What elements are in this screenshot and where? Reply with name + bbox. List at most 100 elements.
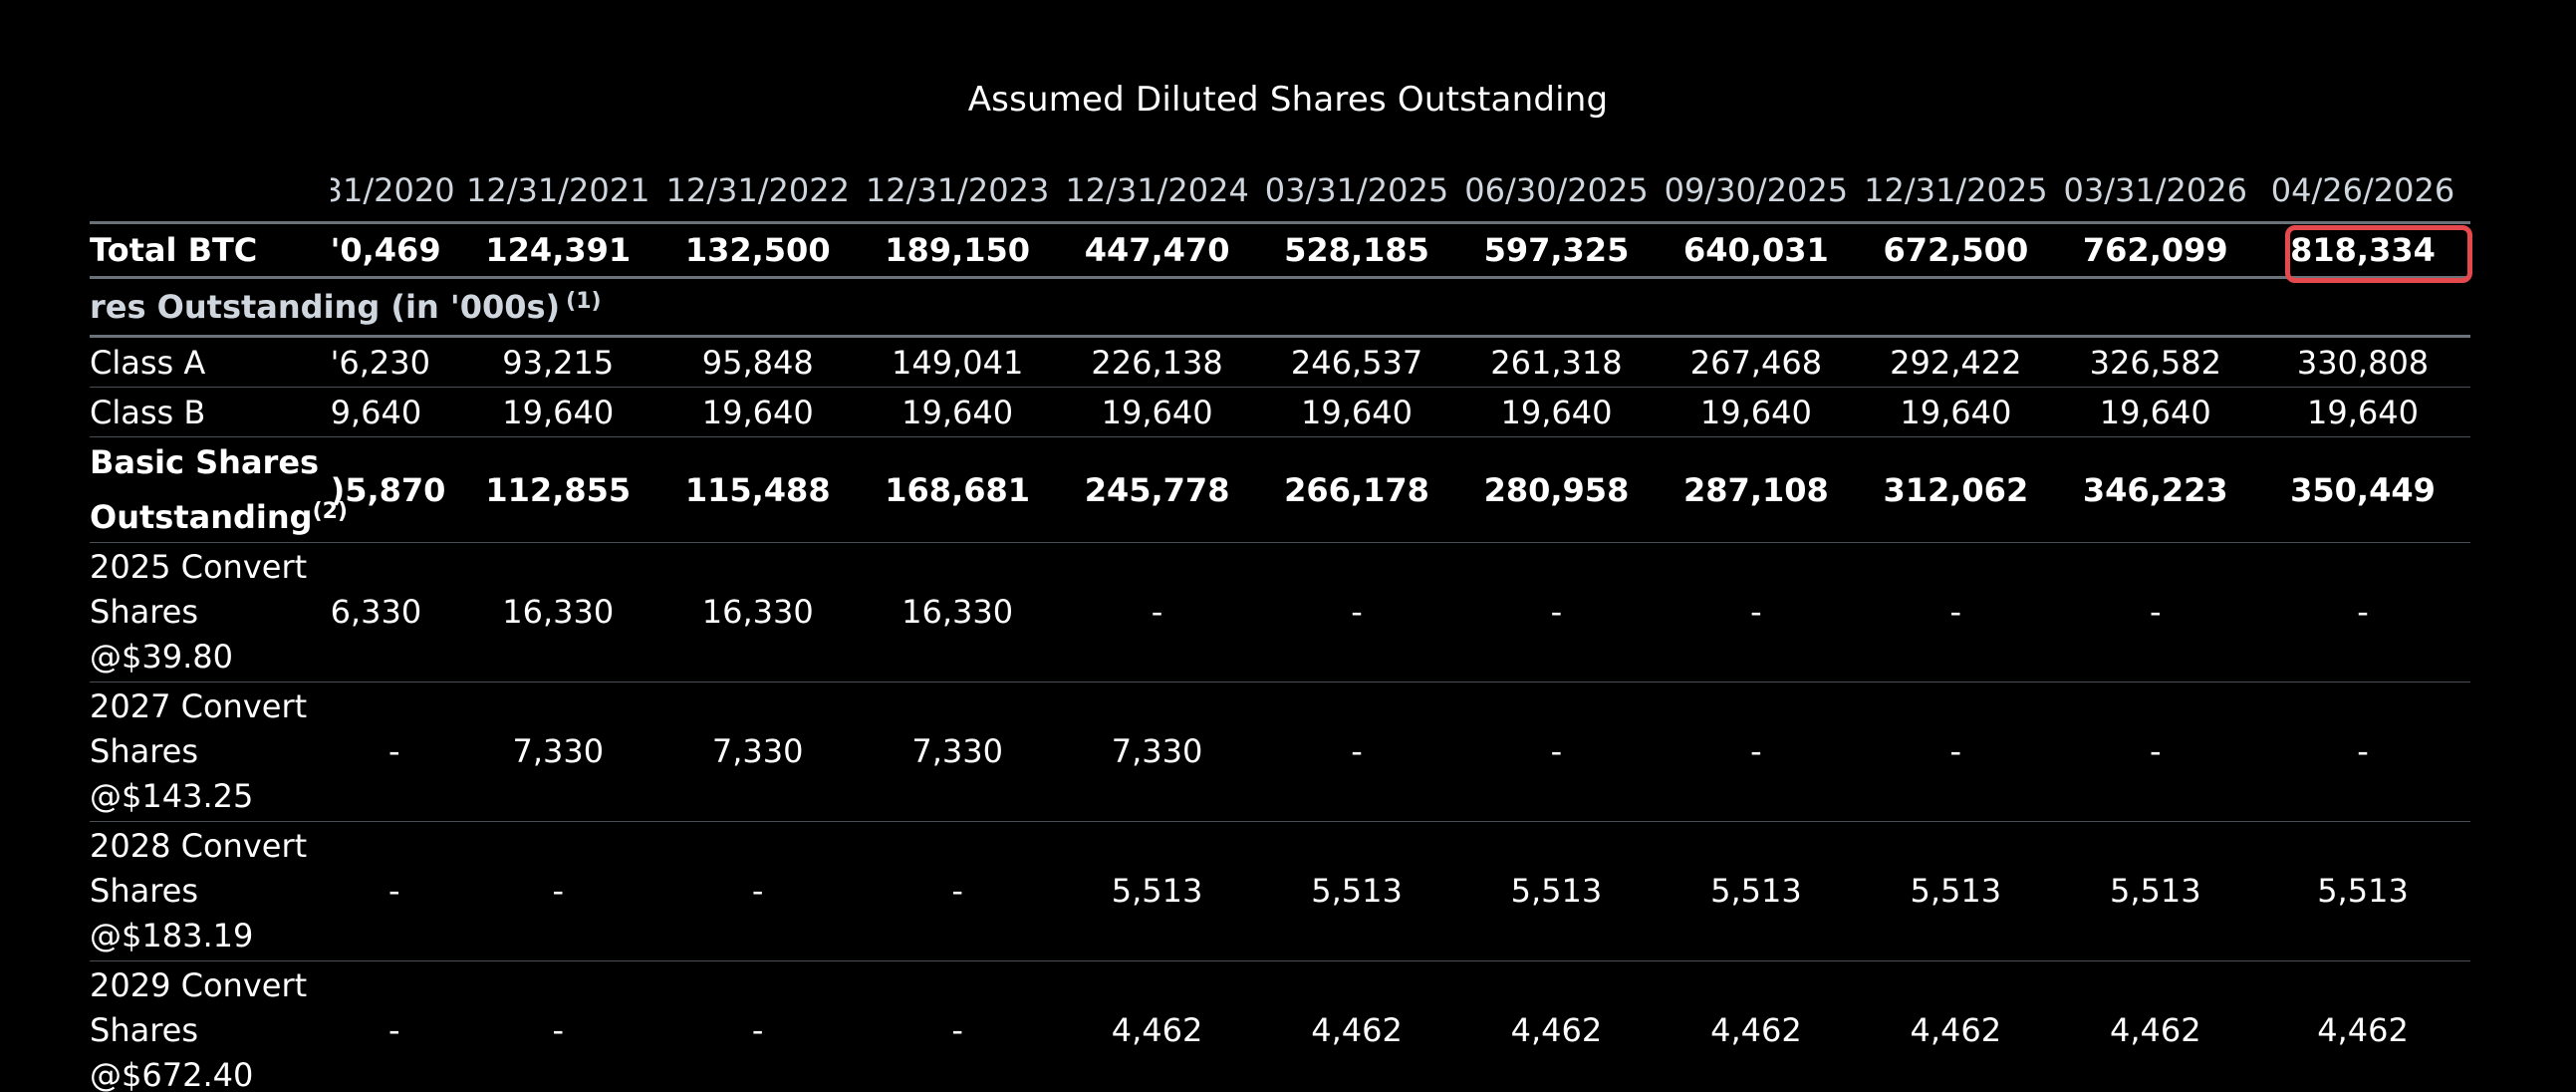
table-cell: - [857,960,1058,1092]
table-cell: 326,582 [2055,336,2255,388]
row-label: Total BTC [90,222,331,279]
table-cell: 7,330 [857,682,1058,822]
column-header: 03/31/2026 [2055,159,2255,224]
table-cell: 132,500 [657,222,858,279]
column-header: 12/31/2023 [857,159,1058,224]
table-cell: 597,325 [1456,222,1657,279]
table-cell: 280,958 [1456,436,1657,543]
table-cell: 4,462 [1656,960,1857,1092]
table-cell: 447,470 [1057,222,1257,279]
table-row-basic-shares: Basic Shares Outstanding(2) )5,870 112,85… [90,436,2470,543]
table-cell: 189,150 [857,222,1058,279]
table-cell: 346,223 [2055,436,2255,543]
table-cell: 19,640 [1856,387,2056,437]
table-row-total-btc: Total BTC '0,469 124,391 132,500 189,150… [90,222,2470,279]
table-cell: - [2254,542,2470,682]
row-label: Basic Shares Outstanding(2) [90,436,348,543]
footnote-marker: (2) [312,499,348,524]
table-cell: 19,640 [857,387,1058,437]
table-cell: - [1656,682,1857,822]
table-cell: 4,462 [2055,960,2255,1092]
table-cell: - [458,821,658,961]
table-cell: 9,640 [330,387,459,437]
column-header: 06/30/2025 [1456,159,1657,224]
table-cell: 4,462 [1256,960,1457,1092]
shares-table: 31/2020 12/31/2021 12/31/2022 12/31/2023… [90,159,2470,1092]
table-cell: 7,330 [458,682,658,822]
table-row-2027-convert: 2027 Convert Shares @$143.25 - 7,330 7,330… [90,682,2470,822]
row-label: 2027 Convert Shares @$143.25 [90,682,331,822]
table-cell: 266,178 [1256,436,1457,543]
table-row-2025-convert: 2025 Convert Shares @$39.80 6,330 16,330 1… [90,542,2470,682]
table-cell: 350,449 [2254,436,2470,543]
table-cell: - [1856,682,2056,822]
table-cell: 124,391 [458,222,658,279]
table-cell: 19,640 [657,387,858,437]
column-header: 31/2020 [330,159,459,224]
column-header: 12/31/2022 [657,159,858,224]
table-cell: 95,848 [657,336,858,388]
table-cell: 16,330 [857,542,1058,682]
table-cell: - [1456,542,1657,682]
table-cell: - [1456,682,1657,822]
table-cell: 246,537 [1256,336,1457,388]
row-label-line: Basic Shares [90,443,320,481]
table-row-class-a: Class A '6,230 93,215 95,848 149,041 226… [90,336,2470,388]
table-cell: 5,513 [2055,821,2255,961]
table-cell: 5,513 [2254,821,2470,961]
table-cell: 7,330 [1057,682,1257,822]
row-label-line: Outstanding [90,498,313,536]
table-cell: - [330,682,459,822]
table-row-2029-convert: 2029 Convert Shares @$672.40 - - - - 4,462… [90,960,2470,1092]
table-cell: 19,640 [1656,387,1857,437]
table-cell: 16,330 [458,542,658,682]
table-cell: 5,513 [1256,821,1457,961]
table-cell: 640,031 [1656,222,1857,279]
table-cell: 5,513 [1057,821,1257,961]
table-row-2028-convert: 2028 Convert Shares @$183.19 - - - - 5,513… [90,821,2470,961]
table-cell: 149,041 [857,336,1058,388]
table-cell: 4,462 [2254,960,2470,1092]
table-cell: 19,640 [1456,387,1657,437]
column-header: 12/31/2024 [1057,159,1257,224]
table-cell: 245,778 [1057,436,1257,543]
table-cell: 762,099 [2055,222,2255,279]
table-cell: 4,462 [1057,960,1257,1092]
table-cell: 16,330 [657,542,858,682]
column-header: 12/31/2025 [1856,159,2056,224]
table-cell: - [1856,542,2056,682]
table-cell: 226,138 [1057,336,1257,388]
table-cell: - [857,821,1058,961]
table-cell: 312,062 [1856,436,2056,543]
table-cell: 6,330 [330,542,459,682]
table-cell: 5,513 [1856,821,2056,961]
table-cell: - [1256,542,1457,682]
table-cell: 19,640 [1057,387,1257,437]
table-cell: - [2055,542,2255,682]
row-label: Class B [90,387,331,437]
table-cell: 93,215 [458,336,658,388]
row-label: 2029 Convert Shares @$672.40 [90,960,331,1092]
row-label: Class A [90,336,331,388]
column-header: 12/31/2021 [458,159,658,224]
table-cell: - [330,821,459,961]
table-cell: - [1656,542,1857,682]
header-row: 31/2020 12/31/2021 12/31/2022 12/31/2023… [90,159,2470,224]
table-cell: '6,230 [330,336,459,388]
table-cell: 115,488 [657,436,858,543]
table-row-class-b: Class B 9,640 19,640 19,640 19,640 19,64… [90,387,2470,437]
table-cell: 672,500 [1856,222,2056,279]
table-cell: - [2055,682,2255,822]
table-cell: 267,468 [1656,336,1857,388]
column-header: 09/30/2025 [1656,159,1857,224]
table-cell: 112,855 [458,436,658,543]
table-cell: 5,513 [1456,821,1657,961]
table-cell: - [330,960,459,1092]
table-cell: 168,681 [857,436,1058,543]
footnote-marker: (1) [566,289,602,314]
shares-table-container[interactable]: 31/2020 12/31/2021 12/31/2022 12/31/2023… [90,159,2470,1092]
table-cell: - [657,821,858,961]
table-cell: 4,462 [1456,960,1657,1092]
table-cell: 287,108 [1656,436,1857,543]
section-header-row: res Outstanding (in '000s) (1) [90,277,2470,338]
